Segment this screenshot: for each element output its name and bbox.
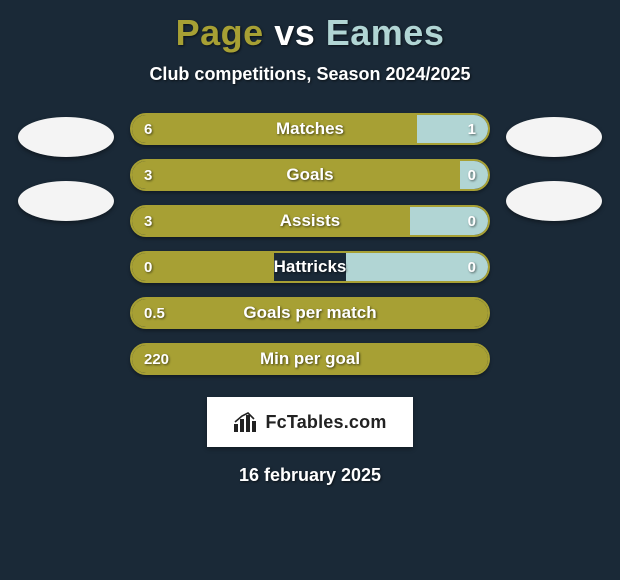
site-logo: FcTables.com	[207, 397, 413, 447]
bar-fill-left	[132, 115, 417, 143]
stat-bar: 30Assists	[130, 205, 490, 237]
title-vs: vs	[274, 12, 315, 53]
avatar-left-1	[18, 117, 114, 157]
stat-bar: 30Goals	[130, 159, 490, 191]
site-name: FcTables.com	[265, 412, 386, 433]
page-title: Page vs Eames	[12, 12, 608, 54]
stat-bar: 0.5Goals per match	[130, 297, 490, 329]
bar-value-left: 3	[144, 207, 152, 235]
stat-bars: 61Matches30Goals30Assists00Hattricks0.5G…	[130, 113, 490, 375]
stat-bar: 220Min per goal	[130, 343, 490, 375]
bar-value-right: 0	[468, 207, 476, 235]
bar-fill-left	[132, 253, 274, 281]
stat-bar: 61Matches	[130, 113, 490, 145]
bar-value-right: 0	[468, 253, 476, 281]
title-player-left: Page	[176, 12, 264, 53]
bar-value-right: 1	[468, 115, 476, 143]
bars-icon	[233, 411, 259, 433]
bar-fill-right	[346, 253, 488, 281]
bar-fill-left	[132, 161, 460, 189]
comparison-card: Page vs Eames Club competitions, Season …	[0, 0, 620, 580]
avatar-right-2	[506, 181, 602, 221]
bar-fill-right	[417, 115, 488, 143]
bar-value-left: 6	[144, 115, 152, 143]
date-label: 16 february 2025	[12, 465, 608, 486]
bar-fill-left	[132, 207, 410, 235]
stat-bar: 00Hattricks	[130, 251, 490, 283]
bar-value-right: 0	[468, 161, 476, 189]
avatar-left-2	[18, 181, 114, 221]
title-player-right: Eames	[326, 12, 445, 53]
bar-fill-right	[410, 207, 488, 235]
avatar-col-left	[16, 113, 116, 221]
bar-value-left: 220	[144, 345, 169, 373]
comparison-area: 61Matches30Goals30Assists00Hattricks0.5G…	[12, 113, 608, 375]
bar-value-left: 0	[144, 253, 152, 281]
bar-fill-left	[132, 345, 488, 373]
avatar-col-right	[504, 113, 604, 221]
bar-value-left: 0.5	[144, 299, 165, 327]
bar-value-left: 3	[144, 161, 152, 189]
subtitle: Club competitions, Season 2024/2025	[12, 64, 608, 85]
bar-fill-left	[132, 299, 488, 327]
avatar-right-1	[506, 117, 602, 157]
